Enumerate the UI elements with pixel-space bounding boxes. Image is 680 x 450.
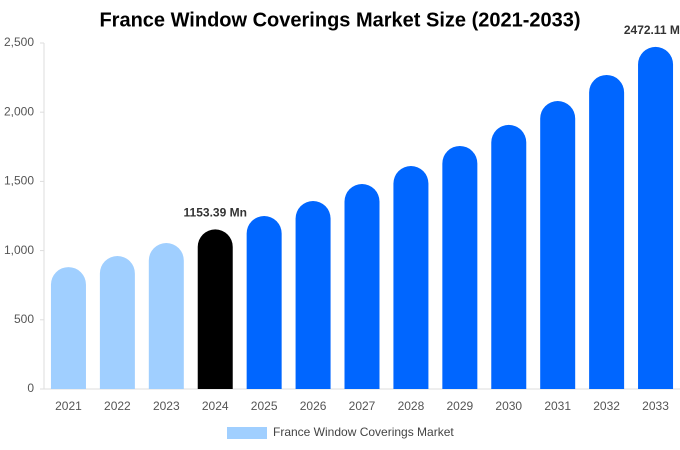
- y-tick-label: 2,500: [4, 35, 34, 49]
- x-tick-label: 2025: [251, 399, 278, 413]
- legend-label: France Window Coverings Market: [273, 425, 454, 439]
- bar: [491, 124, 527, 389]
- value-label: 1153.39 Mn: [184, 206, 247, 220]
- x-tick-label: 2032: [593, 399, 620, 413]
- x-tick-label: 2033: [642, 399, 669, 413]
- y-tick-label: 0: [27, 381, 34, 395]
- y-tick-label: 1,000: [4, 243, 34, 257]
- bar: [246, 216, 282, 389]
- chart-title: France Window Coverings Market Size (202…: [99, 9, 580, 31]
- bar: [197, 229, 233, 389]
- bar: [148, 242, 184, 389]
- legend-swatch: [227, 427, 267, 439]
- x-tick-label: 2030: [495, 399, 522, 413]
- bar: [442, 145, 478, 389]
- bar: [50, 267, 86, 389]
- x-tick-label: 2026: [300, 399, 327, 413]
- x-tick-label: 2021: [55, 399, 82, 413]
- x-tick-label: 2031: [544, 399, 571, 413]
- bar: [344, 184, 380, 389]
- value-label: 2472.11 Mn: [624, 23, 680, 37]
- bar: [589, 74, 625, 389]
- x-tick-label: 2022: [104, 399, 131, 413]
- bar: [295, 201, 331, 389]
- y-tick-label: 500: [14, 312, 34, 326]
- y-tick-label: 1,500: [4, 174, 34, 188]
- bar: [393, 166, 429, 389]
- bar: [638, 46, 674, 389]
- x-tick-label: 2024: [202, 399, 229, 413]
- bar: [99, 255, 135, 389]
- bar: [540, 100, 576, 390]
- y-tick-label: 2,000: [4, 104, 34, 118]
- x-tick-label: 2028: [398, 399, 425, 413]
- x-tick-label: 2023: [153, 399, 180, 413]
- x-tick-label: 2027: [349, 399, 376, 413]
- x-tick-label: 2029: [446, 399, 473, 413]
